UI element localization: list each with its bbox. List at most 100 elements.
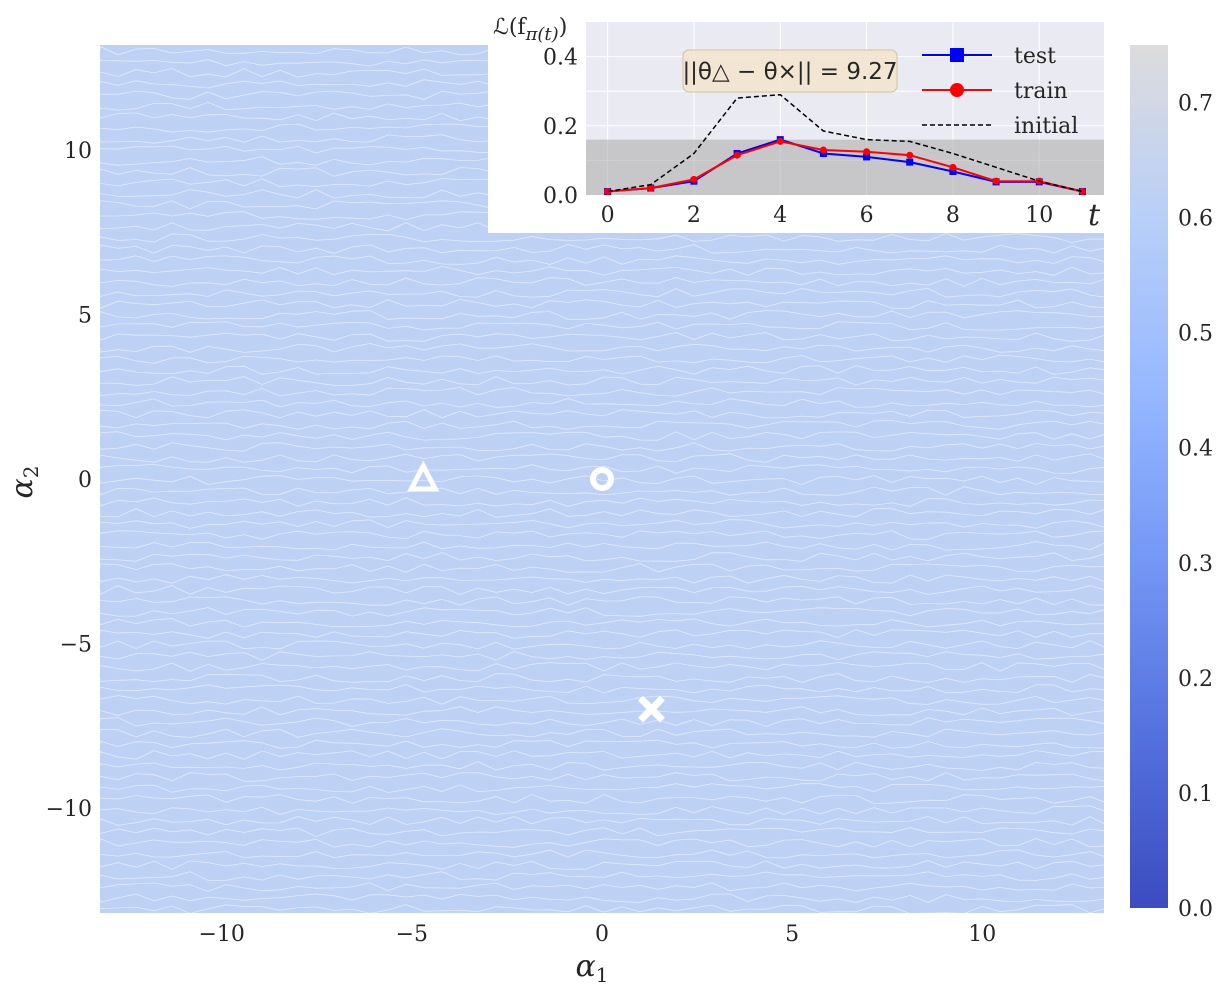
point-train [906, 151, 914, 159]
legend-label-train: train [1014, 79, 1068, 104]
contour-line [100, 376, 1104, 386]
legend-label-initial: initial [1014, 114, 1078, 139]
contour-line [100, 574, 1104, 584]
contour-line [100, 552, 1104, 562]
contour-line [100, 827, 1104, 837]
inset-y-tick-label: 0.4 [543, 46, 578, 71]
contour-line [100, 486, 1104, 496]
contour-line [100, 442, 1104, 452]
contour-line [100, 904, 1104, 913]
y-tick-label: 10 [64, 139, 92, 164]
contour-line [100, 420, 1104, 430]
contour-line [100, 343, 1104, 353]
contour-line [100, 871, 1104, 881]
contour-line [100, 508, 1104, 518]
annotation-box [682, 49, 898, 93]
contour-line [100, 431, 1104, 441]
y-axis-label-sub: 2 [19, 466, 43, 479]
contour-line [100, 244, 1104, 254]
inset-x-label: t [1088, 198, 1101, 233]
contour-line [100, 728, 1104, 738]
contour-line [100, 387, 1104, 397]
contour-line [100, 321, 1104, 331]
contour-line [100, 893, 1104, 903]
point-train [949, 163, 957, 171]
point-train [776, 137, 784, 145]
contour-line [100, 816, 1104, 826]
contour-line [100, 860, 1104, 870]
contour-line [100, 585, 1104, 595]
contour-line [100, 365, 1104, 375]
contour-line [100, 761, 1104, 771]
inset-y-tick-label: 0.0 [543, 184, 578, 209]
inset-legend: test train initial [922, 44, 1078, 139]
colorbar-tick-label: 0.7 [1178, 92, 1213, 117]
y-tick-label: −5 [60, 632, 92, 657]
contour-line [100, 497, 1104, 507]
contour-line [100, 629, 1104, 639]
colorbar-ticks: 0.0 0.1 0.2 0.3 0.4 0.5 0.6 0.7 [1178, 92, 1213, 922]
series-line-initial [607, 93, 1083, 193]
contour-line [100, 695, 1104, 705]
colorbar-tick-label: 0.1 [1178, 782, 1213, 807]
x-tick-label: −5 [396, 922, 428, 947]
contour-line [100, 662, 1104, 672]
contour-line [100, 299, 1104, 309]
contour-line [100, 310, 1104, 320]
contour-line [100, 651, 1104, 661]
x-tick-label: 5 [785, 922, 799, 947]
point-train [604, 188, 612, 196]
contour-line [100, 596, 1104, 606]
contour-line [100, 684, 1104, 694]
point-train [647, 184, 655, 192]
contour-line [100, 409, 1104, 419]
contour-line [100, 706, 1104, 716]
colorbar-tick-label: 0.6 [1178, 207, 1213, 232]
contour-line [100, 640, 1104, 650]
contour-line [100, 233, 1104, 243]
y-axis-label: α2 [5, 466, 43, 499]
colorbar-tick-label: 0.3 [1178, 552, 1213, 577]
contour-line [100, 805, 1104, 815]
colorbar-bar [1130, 45, 1168, 908]
contour-line [100, 838, 1104, 848]
annotation-text: ||θ△ − θ×|| = 9.27 [682, 59, 897, 85]
contour-line [100, 354, 1104, 364]
inset-shaded-band [586, 139, 1104, 195]
x-tick-label: 10 [968, 922, 996, 947]
contour-line [100, 750, 1104, 760]
cross-stroke [637, 695, 665, 723]
inset-x-tick-label: 2 [687, 203, 701, 228]
contour-line [100, 464, 1104, 474]
point-train [819, 146, 827, 154]
point-train [863, 148, 871, 156]
contour-line [100, 288, 1104, 298]
legend-marker-test [950, 48, 964, 62]
inset-loss-chart: 0 2 4 6 8 10 0.0 0.2 0.4 ℒ(fπ(t)) t ||θ△ − θ×||… [488, 0, 1118, 233]
inset-y-tick-label: 0.2 [543, 115, 578, 140]
x-tick-label: 0 [595, 922, 609, 947]
x-tick-label: −10 [198, 922, 244, 947]
point-train [733, 151, 741, 159]
contour-line [100, 255, 1104, 265]
inset-y-label: ℒ(fπ(t)) [493, 15, 567, 45]
colorbar-tick-label: 0.0 [1178, 897, 1213, 922]
contour-line [100, 772, 1104, 782]
contour-line [100, 530, 1104, 540]
point-test [906, 158, 914, 166]
legend-marker-train [950, 83, 964, 97]
inset-x-tick-label: 8 [946, 203, 960, 228]
contour-line [100, 398, 1104, 408]
colorbar-tick-label: 0.5 [1178, 322, 1213, 347]
colorbar-tick-label: 0.4 [1178, 437, 1213, 462]
point-train [690, 175, 698, 183]
y-tick-label: 0 [78, 468, 92, 493]
inset-x-ticks: 0 2 4 6 8 10 [601, 203, 1054, 228]
inset-x-tick-label: 10 [1025, 203, 1053, 228]
contour-line [100, 266, 1104, 276]
contour-line [100, 882, 1104, 892]
contour-line [100, 717, 1104, 727]
contour-line [100, 453, 1104, 463]
y-axis-ticks: 10 5 0 −5 −10 [46, 139, 92, 822]
